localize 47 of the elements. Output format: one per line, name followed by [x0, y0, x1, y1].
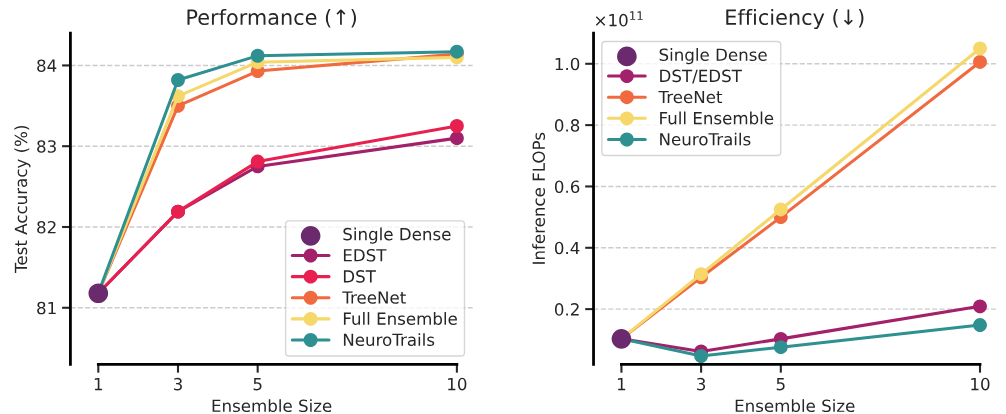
legend-label: EDST [343, 248, 387, 262]
point [773, 340, 788, 355]
legend-label: DST/EDST [660, 69, 742, 84]
y-tick-label: 1.0 [555, 57, 580, 71]
x-tick-label: 10 [448, 377, 467, 391]
x-tick-label: 1 [94, 378, 103, 391]
point [250, 154, 265, 169]
point [171, 73, 185, 87]
y-axis-title: Inference FLOPs [532, 132, 546, 264]
point [973, 318, 987, 333]
point [973, 41, 987, 56]
text: ×10$^{11}$ [595, 11, 643, 27]
y-tick-label: 0.4 [554, 241, 580, 255]
point [449, 131, 464, 146]
point [250, 48, 265, 63]
x-tick-label: 1 [617, 378, 626, 391]
legend-label: Full Ensemble [343, 312, 457, 325]
x-tick-label: 10 [971, 377, 990, 391]
y-tick-label: 82 [37, 220, 56, 234]
chart-title: Efficiency (↓) [726, 8, 864, 30]
point [773, 202, 788, 217]
legend-label: Single Dense [343, 227, 451, 244]
chart-title: Performance (↑) [187, 8, 356, 28]
legend-label: Single Dense [659, 48, 767, 65]
x-tick-label: 3 [173, 377, 182, 391]
x-axis-title: Ensemble Size [212, 399, 332, 413]
y-tick-label: 83 [37, 140, 56, 153]
legend-label: NeuroTrails [343, 333, 435, 347]
legend-label: TreeNet [658, 90, 723, 104]
y-tick-label: 0.6 [554, 180, 580, 194]
y-tick-label: 81 [37, 301, 56, 315]
legend-label: Full Ensemble [660, 111, 774, 125]
point [973, 299, 987, 314]
x-axis-title: Ensemble Size [735, 399, 855, 413]
y-tick-label: 0.8 [554, 119, 580, 132]
x-tick-label: 5 [253, 378, 262, 391]
x-tick-label: 3 [697, 377, 706, 391]
legend-label: NeuroTrails [660, 132, 751, 146]
x-tick-label: 5 [776, 378, 785, 391]
y-tick-label: 0.2 [554, 303, 579, 316]
y-tick-label: 84 [37, 59, 57, 72]
legend-label: TreeNet [342, 291, 406, 304]
y-axis-title: Test Accuracy (%) [14, 125, 31, 273]
point [973, 55, 987, 69]
point [694, 349, 709, 363]
legend-label: DST [343, 270, 376, 283]
point [449, 119, 464, 133]
